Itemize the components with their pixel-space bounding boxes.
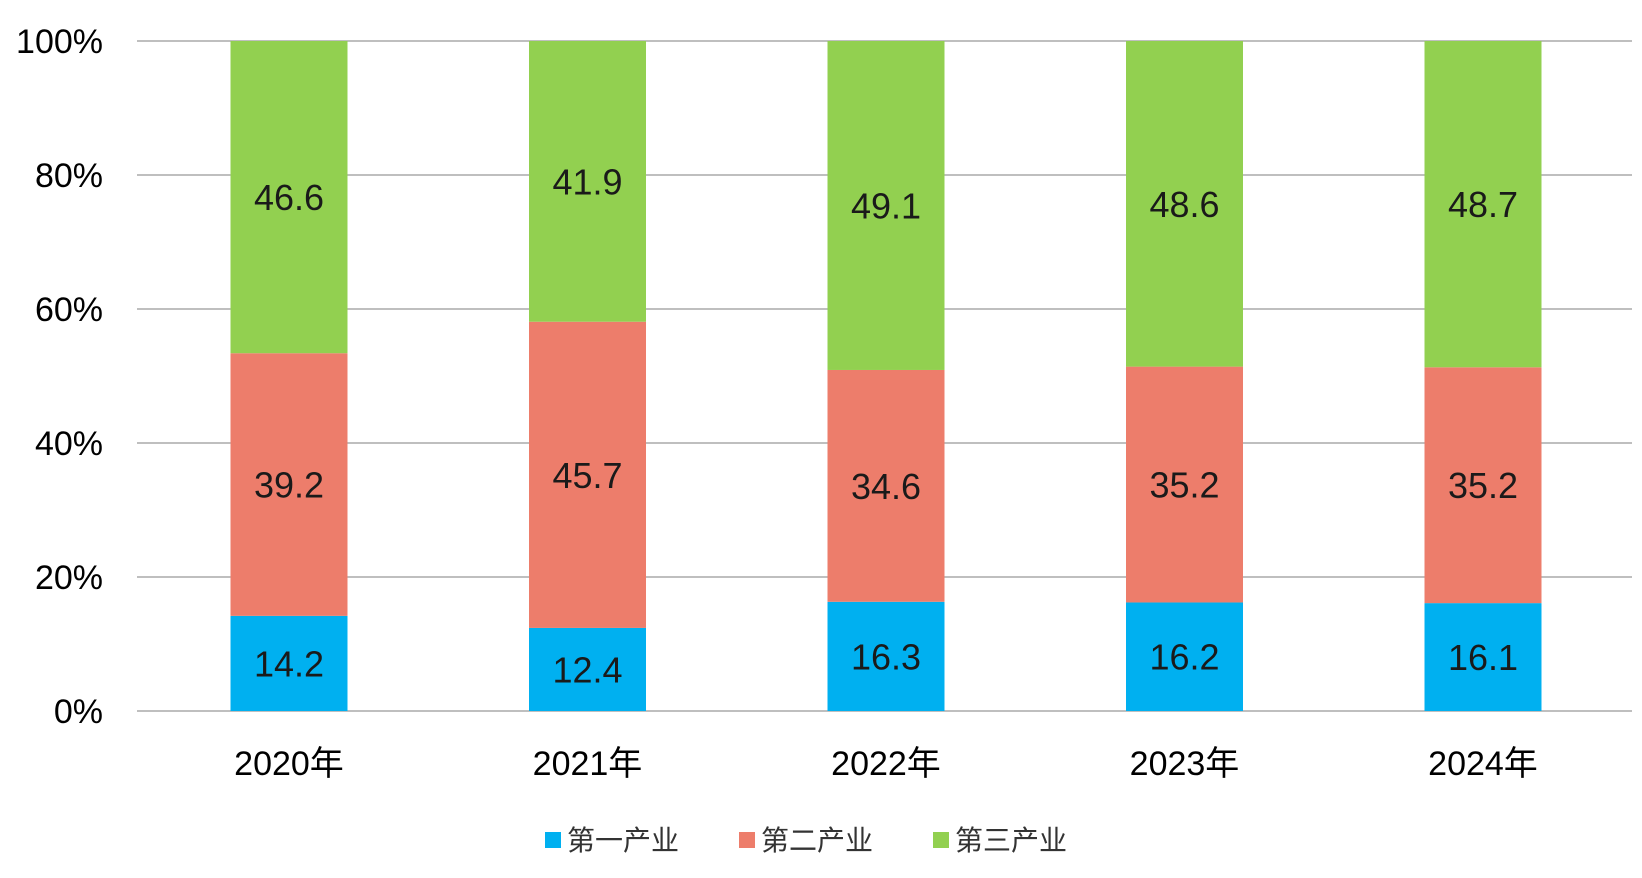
data-label: 16.1	[1448, 637, 1518, 678]
x-tick-label: 2024年	[1428, 745, 1538, 783]
y-tick-label: 0%	[54, 693, 103, 731]
legend-label: 第二产业	[761, 824, 873, 857]
x-tick-label: 2021年	[533, 745, 643, 783]
y-tick-label: 60%	[35, 291, 103, 329]
x-tick-label: 2022年	[831, 745, 941, 783]
y-tick-label: 80%	[35, 157, 103, 195]
data-label: 48.6	[1149, 184, 1219, 225]
bar-segment	[230, 615, 348, 711]
data-labels: 14.2 39.2 46.6 12.4 45.7 41.9 16.3 34.6 49.1 16.2…	[254, 161, 1518, 690]
x-tick-label: 2020年	[234, 745, 344, 783]
bar-segment	[1126, 366, 1243, 603]
legend-swatch	[933, 832, 949, 848]
bar-segment	[529, 321, 646, 628]
legend-label: 第三产业	[955, 824, 1067, 857]
data-label: 12.4	[552, 649, 622, 690]
bar-segment	[827, 601, 945, 711]
data-label: 45.7	[552, 455, 622, 496]
bar-segment	[230, 353, 348, 616]
y-axis-tick-labels: 0% 20% 40% 60% 80% 100%	[16, 23, 103, 731]
data-label: 34.6	[851, 466, 921, 507]
data-label: 35.2	[1149, 465, 1219, 506]
y-tick-label: 100%	[16, 23, 103, 61]
data-label: 35.2	[1448, 465, 1518, 506]
bar-segment	[1424, 41, 1542, 368]
legend: 第一产业 第二产业 第三产业	[545, 824, 1067, 857]
bar-segment	[230, 41, 348, 354]
bar-segment	[1424, 367, 1542, 604]
bar-segment	[827, 41, 945, 370]
y-tick-label: 20%	[35, 559, 103, 597]
bar-segment	[529, 627, 646, 711]
legend-swatch	[739, 832, 755, 848]
legend-label: 第一产业	[567, 824, 679, 857]
x-tick-label: 2023年	[1130, 745, 1240, 783]
data-label: 41.9	[552, 161, 622, 202]
data-label: 39.2	[254, 465, 324, 506]
data-label: 16.3	[851, 636, 921, 677]
legend-swatch	[545, 832, 561, 848]
data-label: 14.2	[254, 643, 324, 684]
bar-segment	[1126, 602, 1243, 711]
bar-segment	[1126, 41, 1243, 367]
data-label: 48.7	[1448, 184, 1518, 225]
data-label: 46.6	[254, 177, 324, 218]
bar-segment	[827, 369, 945, 602]
x-axis-tick-labels: 2020年 2021年 2022年 2023年 2024年	[234, 745, 1538, 783]
bar-segment	[529, 41, 646, 322]
y-tick-label: 40%	[35, 425, 103, 463]
bar-segment	[1424, 603, 1542, 711]
data-label: 49.1	[851, 185, 921, 226]
data-label: 16.2	[1149, 637, 1219, 678]
bars	[230, 41, 1542, 711]
